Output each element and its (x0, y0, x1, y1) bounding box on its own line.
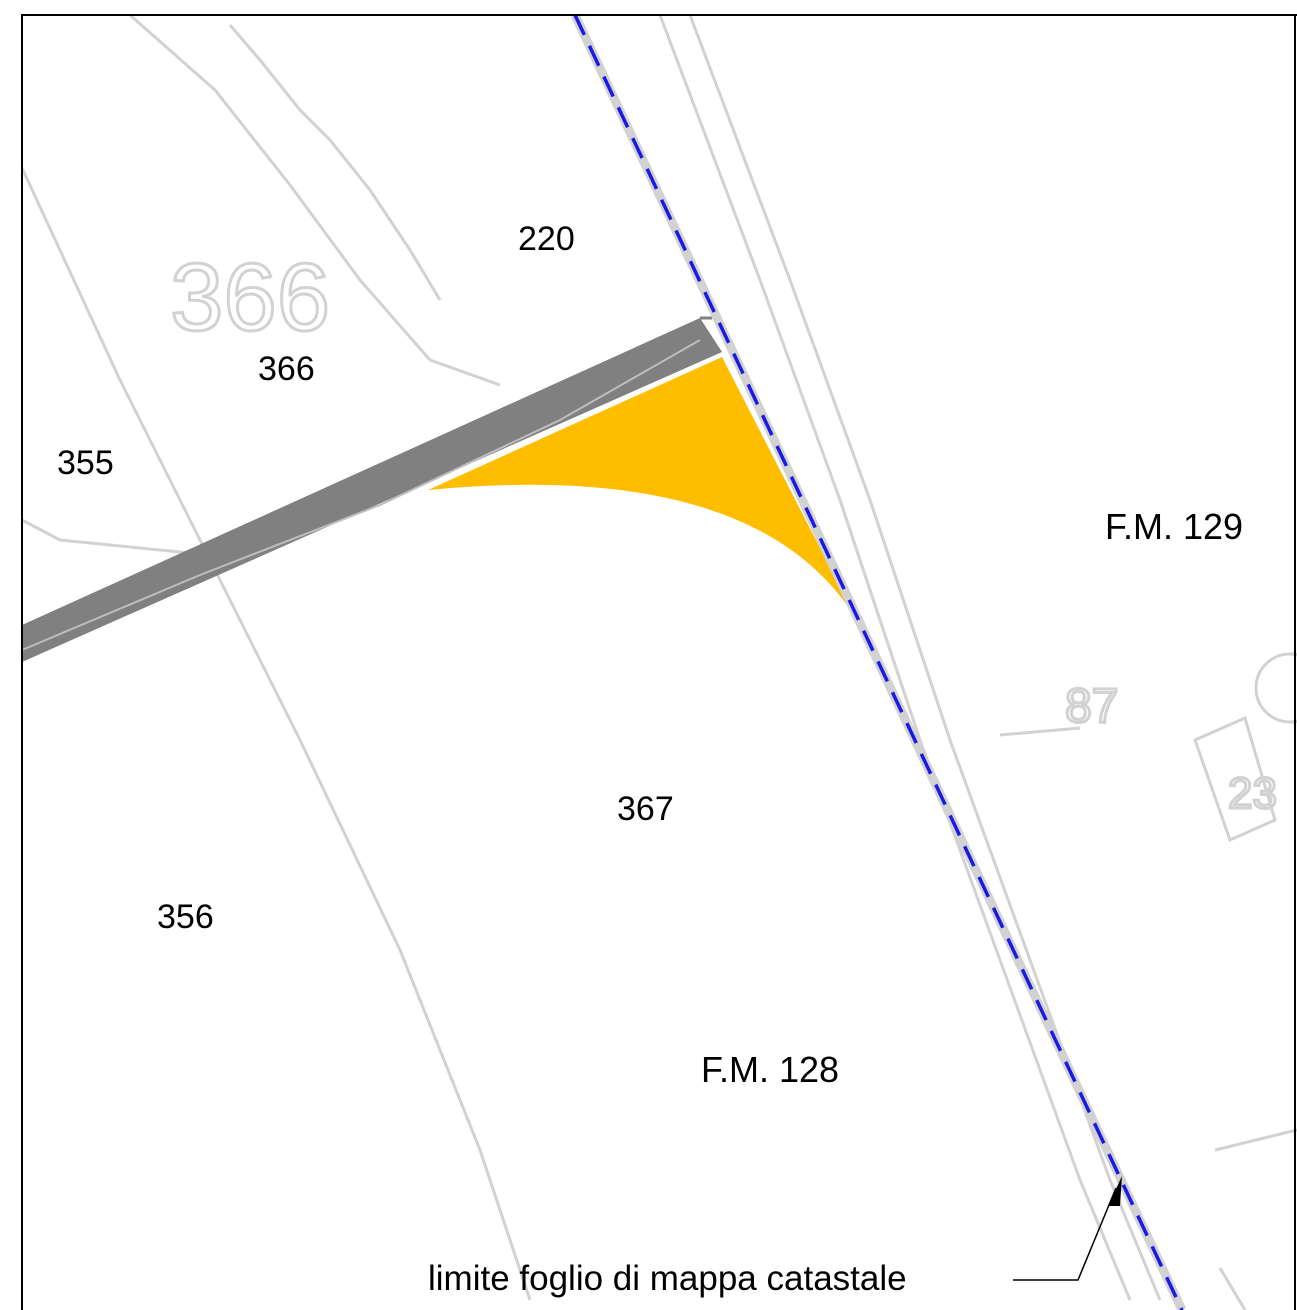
strip-inner-line (21, 339, 701, 651)
highlighted-area (428, 357, 858, 622)
map-symbol (1254, 652, 1297, 724)
annotation-leader-line (1013, 1187, 1117, 1281)
parcel-label-220: 220 (518, 220, 575, 258)
base-map-lines (20, 13, 1297, 1310)
parcel-boundary-line (1218, 1267, 1247, 1310)
parcel-boundary-line (20, 167, 532, 1301)
old-parcel-label: 23 (1228, 769, 1277, 818)
sheet-boundary-line (573, 14, 1184, 1310)
building-outline (1193, 715, 1277, 843)
road-edge-line (658, 14, 1132, 1301)
parcel-boundary-line (1214, 1128, 1297, 1152)
sheet-label-128: F.M. 128 (701, 1049, 839, 1090)
parcel-boundary-line (999, 726, 1081, 737)
sheet-limit-annotation: limite foglio di mappa catastale (428, 1259, 907, 1298)
parcel-boundary-line (228, 24, 442, 301)
map-frame (21, 14, 1297, 1310)
old-parcel-label: 87 (1065, 680, 1118, 733)
parcel-label-356: 356 (157, 898, 214, 936)
parcel-boundary-line (21, 518, 211, 557)
parcel-label-366: 366 (258, 350, 315, 388)
annotation-arrowhead (1108, 1176, 1122, 1206)
parcel-label-367: 367 (617, 790, 674, 828)
old-parcel-label: 366 (170, 244, 330, 351)
sheet-label-129: F.M. 129 (1105, 506, 1243, 547)
parcel-label-355: 355 (57, 444, 114, 482)
road-edge-line (688, 14, 1162, 1301)
parcel-boundary-line (129, 13, 501, 387)
